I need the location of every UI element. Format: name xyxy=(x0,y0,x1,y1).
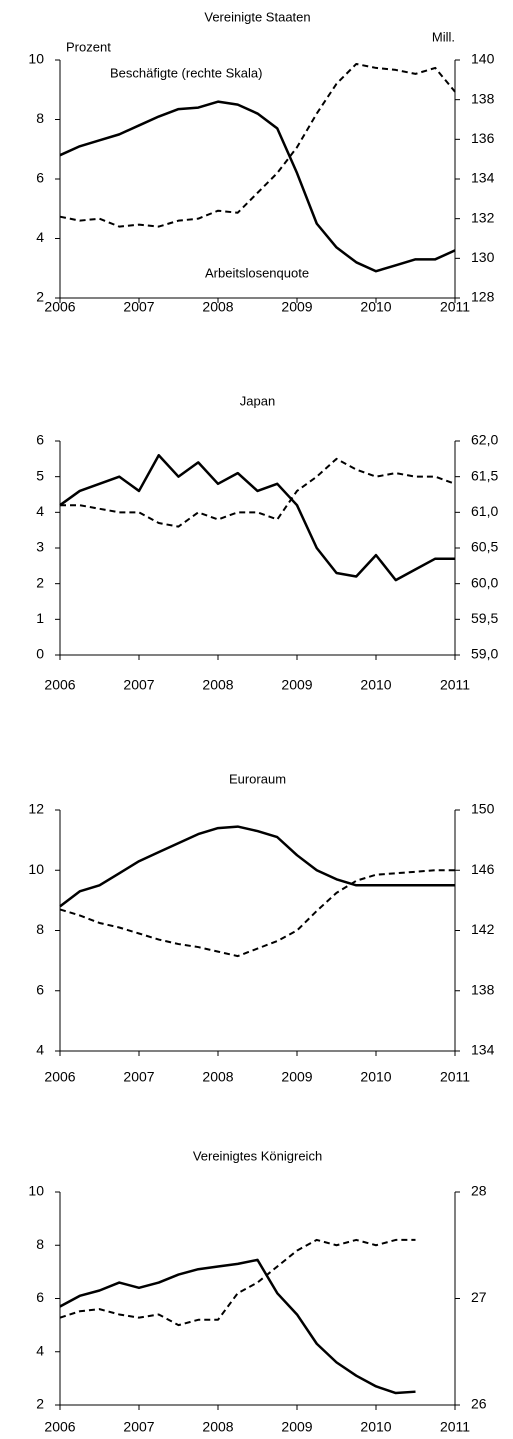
y2-tick-label: 146 xyxy=(471,861,495,877)
y2-tick-label: 140 xyxy=(471,51,495,67)
series-line xyxy=(59,100,456,273)
y2-tick-label: 59,0 xyxy=(471,646,498,662)
y-tick-label: 2 xyxy=(36,1396,44,1412)
x-tick-label: 2010 xyxy=(360,1069,391,1085)
annotation: Prozent xyxy=(66,39,111,54)
y2-tick-label: 61,5 xyxy=(471,467,498,483)
y2-tick-label: 142 xyxy=(471,921,495,937)
y-tick-label: 2 xyxy=(36,574,44,590)
series-line xyxy=(59,869,455,958)
x-tick-label: 2009 xyxy=(281,677,312,693)
y-tick-label: 8 xyxy=(36,1236,44,1252)
chart-title: Euroraum xyxy=(229,771,286,786)
y-tick-label: 6 xyxy=(36,1289,44,1305)
y-tick-label: 4 xyxy=(36,1042,44,1058)
x-tick-label: 2010 xyxy=(360,1419,391,1435)
y-tick-label: 8 xyxy=(36,110,44,126)
annotation: Beschäfigte (rechte Skala) xyxy=(110,65,262,80)
y-tick-label: 10 xyxy=(28,51,44,67)
y2-tick-label: 138 xyxy=(471,981,495,997)
y2-tick-label: 61,0 xyxy=(471,503,498,519)
series-line xyxy=(59,454,455,582)
y2-tick-label: 130 xyxy=(471,249,495,265)
series-line xyxy=(59,1238,416,1327)
series-line xyxy=(59,62,456,228)
y2-tick-label: 128 xyxy=(471,289,495,305)
x-tick-label: 2008 xyxy=(202,1069,233,1085)
y2-tick-label: 60,5 xyxy=(471,539,498,555)
x-tick-label: 2007 xyxy=(123,677,154,693)
annotation: Arbeitslosenquote xyxy=(205,265,309,280)
y2-tick-label: 26 xyxy=(471,1396,487,1412)
y-tick-label: 6 xyxy=(36,170,44,186)
x-tick-label: 2006 xyxy=(44,1419,75,1435)
chart-title: Japan xyxy=(240,393,275,408)
x-tick-label: 2008 xyxy=(202,677,233,693)
x-tick-label: 2009 xyxy=(281,1069,312,1085)
x-tick-label: 2007 xyxy=(123,1069,154,1085)
series-line xyxy=(60,457,456,528)
x-tick-label: 2010 xyxy=(360,677,391,693)
y-tick-label: 8 xyxy=(36,921,44,937)
x-tick-label: 2010 xyxy=(360,299,391,315)
y-tick-label: 4 xyxy=(36,229,44,245)
y-tick-label: 10 xyxy=(28,861,44,877)
y2-tick-label: 138 xyxy=(471,90,495,106)
x-tick-label: 2011 xyxy=(440,1419,470,1435)
y-tick-label: 2 xyxy=(36,289,44,305)
y-tick-label: 3 xyxy=(36,539,44,555)
y-tick-label: 4 xyxy=(36,1342,44,1358)
x-tick-label: 2009 xyxy=(281,1419,312,1435)
y2-tick-label: 132 xyxy=(471,209,495,225)
y-tick-label: 0 xyxy=(36,646,44,662)
x-tick-label: 2009 xyxy=(281,299,312,315)
y2-tick-label: 150 xyxy=(471,801,495,817)
y-tick-label: 1 xyxy=(36,610,44,626)
x-tick-label: 2011 xyxy=(440,299,470,315)
y2-tick-label: 28 xyxy=(471,1183,487,1199)
annotation: Mill. xyxy=(432,29,455,44)
y2-tick-label: 134 xyxy=(471,1042,495,1058)
y2-tick-label: 136 xyxy=(471,130,495,146)
y-tick-label: 6 xyxy=(36,432,44,448)
x-tick-label: 2011 xyxy=(440,1069,470,1085)
y-tick-label: 6 xyxy=(36,981,44,997)
series-line xyxy=(59,1258,416,1395)
x-tick-label: 2006 xyxy=(44,1069,75,1085)
chart-title: Vereinigtes Königreich xyxy=(193,1148,322,1163)
x-tick-label: 2007 xyxy=(123,1419,154,1435)
y-tick-label: 4 xyxy=(36,503,44,519)
x-tick-label: 2006 xyxy=(44,299,75,315)
y-tick-label: 5 xyxy=(36,467,44,483)
x-tick-label: 2007 xyxy=(123,299,154,315)
x-tick-label: 2006 xyxy=(44,677,75,693)
y2-tick-label: 59,5 xyxy=(471,610,498,626)
y2-tick-label: 62,0 xyxy=(471,432,498,448)
y-tick-label: 12 xyxy=(28,801,44,817)
x-tick-label: 2008 xyxy=(202,299,233,315)
y2-tick-label: 134 xyxy=(471,170,495,186)
x-tick-label: 2011 xyxy=(440,677,470,693)
y2-tick-label: 60,0 xyxy=(471,574,498,590)
x-tick-label: 2008 xyxy=(202,1419,233,1435)
series-line xyxy=(59,825,455,908)
chart-title: Vereinigte Staaten xyxy=(204,9,310,24)
y-tick-label: 10 xyxy=(28,1183,44,1199)
y2-tick-label: 27 xyxy=(471,1289,487,1305)
